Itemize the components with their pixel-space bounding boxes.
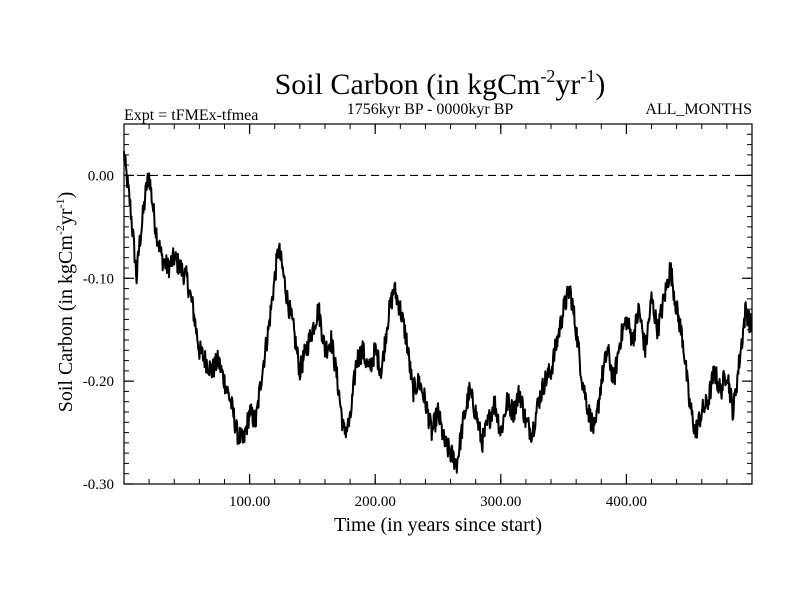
y-axis-label: Soil Carbon (in kgCm-2yr-1) [53,192,77,413]
y-axis-ticks: 0.00 -0.10 -0.20 -0.30 [83,168,752,493]
subtitle-experiment: Expt = tFMEx-tfmea [124,107,258,124]
x-tick-label: 300.00 [480,494,521,510]
y-tick-label: -0.30 [83,477,114,493]
chart-title: Soil Carbon (in kgCm-2yr-1) [275,66,606,101]
y-tick-label: 0.00 [88,168,114,184]
y-tick-label: -0.10 [83,271,114,287]
x-tick-label: 400.00 [606,494,647,510]
soil-carbon-series-line [123,151,753,474]
subtitle-period: 1756kyr BP - 0000kyr BP [347,101,514,118]
subtitle-months: ALL_MONTHS [645,101,752,118]
x-axis-ticks: 100.00 200.00 300.00 400.00 [229,124,647,510]
y-tick-label: -0.20 [83,374,114,390]
x-tick-label: 200.00 [355,494,396,510]
x-axis-label: Time (in years since start) [334,514,542,536]
x-tick-label: 100.00 [229,494,270,510]
plot-frame [123,123,753,485]
